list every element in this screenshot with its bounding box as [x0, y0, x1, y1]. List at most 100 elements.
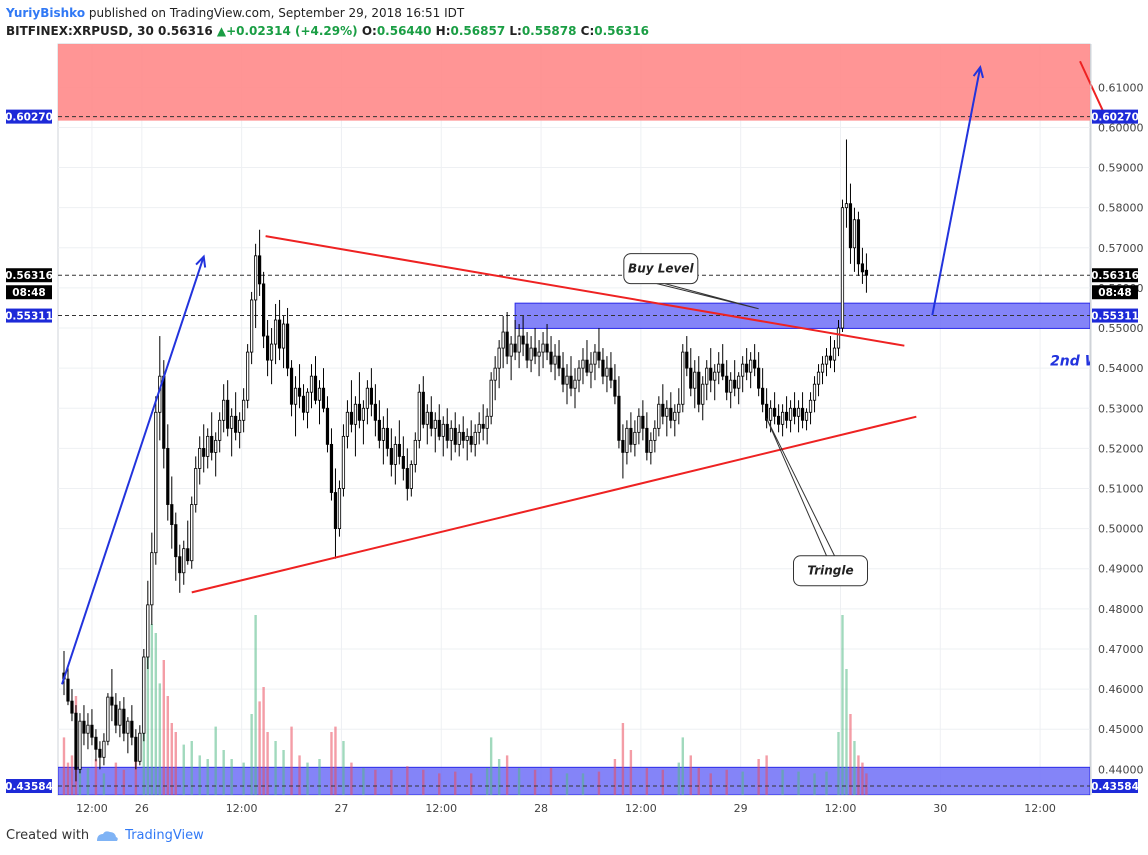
- candle-body: [242, 399, 246, 421]
- y-tick-label: 0.60000: [1098, 121, 1144, 134]
- candle-body: [429, 411, 433, 429]
- candle-body: [317, 387, 322, 401]
- candle-body: [110, 696, 114, 706]
- candle-body: [94, 736, 98, 750]
- candle-body: [820, 363, 825, 373]
- candle-body: [697, 371, 701, 405]
- volume-bar: [154, 633, 158, 795]
- candle-body: [709, 367, 713, 381]
- candle-body: [369, 387, 373, 405]
- candle-body: [441, 423, 445, 437]
- x-tick-label: 27: [334, 802, 348, 815]
- candle-body: [206, 435, 210, 457]
- candle-body: [669, 407, 673, 421]
- x-tick-label: 12:00: [425, 802, 457, 815]
- upper-trendline: [265, 235, 905, 347]
- candle-body: [341, 435, 346, 489]
- candle-body: [186, 548, 190, 562]
- volume-bar: [350, 762, 353, 795]
- candle-body: [553, 355, 557, 365]
- candle-body: [194, 468, 198, 505]
- volume-bar: [681, 737, 684, 795]
- volume-bar: [857, 755, 860, 795]
- candle-body: [301, 395, 306, 413]
- candle-body: [741, 363, 745, 377]
- candle-body: [118, 708, 122, 726]
- volume-bar: [661, 769, 665, 795]
- candle-body: [617, 395, 621, 441]
- candle-body: [701, 383, 705, 405]
- candle-body: [409, 464, 413, 489]
- candle-body: [816, 371, 821, 385]
- candle-body: [796, 407, 801, 417]
- candle-body: [66, 678, 70, 702]
- candle-body: [230, 415, 234, 429]
- y-tick-label: 0.48000: [1098, 603, 1144, 616]
- volume-bar: [258, 701, 261, 795]
- y-tick-label: 0.55000: [1098, 322, 1144, 335]
- candle-body: [417, 391, 421, 441]
- candle-body: [285, 323, 290, 369]
- volume-bar: [629, 750, 633, 795]
- candle-body: [397, 443, 401, 457]
- volume-bar: [282, 750, 285, 795]
- volume-bar: [318, 759, 321, 795]
- candle-body: [633, 431, 637, 445]
- candle-body: [713, 371, 717, 381]
- candle-body: [812, 383, 817, 401]
- candle-body: [90, 724, 94, 738]
- candle-body: [777, 415, 781, 425]
- candle-body: [425, 411, 429, 425]
- candle-body: [126, 720, 130, 734]
- candle-body: [597, 351, 601, 361]
- candle-body: [804, 411, 809, 421]
- candle-body: [717, 363, 721, 373]
- candle-body: [705, 367, 709, 385]
- author-link[interactable]: YuriyBishko: [6, 6, 86, 20]
- candle-body: [182, 548, 186, 574]
- candle-body: [289, 367, 294, 405]
- candle-body: [565, 375, 569, 385]
- candle-body: [573, 379, 577, 389]
- price-tag-left: [6, 779, 52, 794]
- candle-body: [645, 427, 649, 453]
- candle-body: [864, 269, 869, 276]
- volume-bar: [170, 723, 173, 795]
- candle-body: [393, 443, 397, 465]
- candle-body: [273, 319, 278, 345]
- candle-body: [321, 387, 326, 409]
- chart-header: YuriyBishko published on TradingView.com…: [6, 4, 649, 40]
- candle-body: [190, 504, 194, 562]
- candle-body: [733, 379, 737, 389]
- candle-body: [824, 355, 829, 365]
- candle-body: [765, 403, 769, 421]
- volume-bar: [66, 762, 70, 795]
- candle-body: [581, 359, 585, 369]
- y-tick-label: 0.58000: [1098, 202, 1144, 215]
- candle-body: [313, 375, 318, 401]
- candle-body: [577, 367, 581, 381]
- high-value: 0.56857: [450, 24, 506, 38]
- last-price: 0.56316: [158, 24, 213, 38]
- tradingview-link[interactable]: TradingView: [125, 828, 204, 843]
- close-value: 0.56316: [594, 24, 649, 38]
- candle-body: [457, 431, 461, 445]
- candle-body: [297, 387, 302, 397]
- candle-body: [517, 335, 521, 353]
- candle-body: [545, 343, 549, 353]
- candle-body: [174, 524, 178, 558]
- candle-body: [541, 343, 545, 353]
- candle-body: [337, 488, 342, 530]
- candle-body: [381, 427, 385, 441]
- candle-body: [166, 447, 170, 505]
- tringle-callout-text: Tringle: [807, 564, 853, 578]
- volume-bar: [114, 762, 118, 795]
- candle-body: [525, 343, 529, 361]
- wave-label: 2nd W: [1050, 354, 1101, 370]
- volume-bar: [677, 762, 680, 795]
- volume-bar: [198, 755, 201, 795]
- price-tag-left-text: 08:48: [12, 287, 45, 299]
- symbol-label[interactable]: BITFINEX:XRPUSD, 30: [6, 24, 154, 38]
- candle-body: [357, 403, 362, 421]
